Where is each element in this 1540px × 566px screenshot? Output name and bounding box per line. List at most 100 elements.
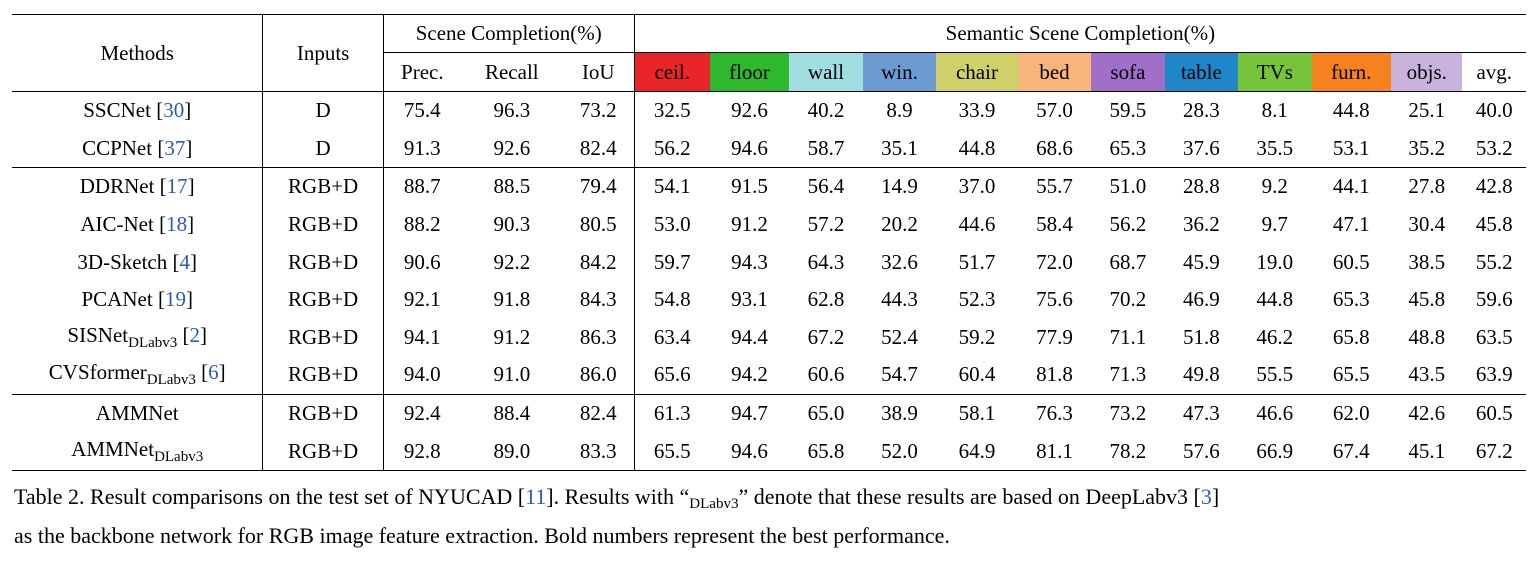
value-cell: 62.8 <box>807 287 845 312</box>
caption-ref-nyucad[interactable]: 11 <box>525 484 547 509</box>
value-cell: 60.5 <box>1332 249 1370 274</box>
value-cell: 51.8 <box>1182 324 1220 349</box>
value-cell: 8.9 <box>862 90 937 130</box>
value-cell: 63.4 <box>653 324 691 349</box>
value-cell: 72.0 <box>1036 249 1073 274</box>
value-cell: 38.9 <box>862 393 937 433</box>
header-class-objs: objs. <box>1391 52 1463 92</box>
value-cell: 47.3 <box>1164 393 1239 433</box>
value-cell: 9.2 <box>1238 167 1312 206</box>
table-row: SSCNet [30] D 75.4 96.3 73.2 32.5 92.6 40.2 8.9 3… <box>12 90 1526 130</box>
method-citation[interactable]: 4 <box>179 249 191 274</box>
value-cell: 44.8 <box>1311 90 1392 130</box>
method-name: CCPNet <box>82 135 153 160</box>
header-sc-recall: Recall <box>484 59 539 84</box>
value-cell: 8.1 <box>1238 90 1312 130</box>
results-table-container: Methods Inputs Scene Completion(%) Seman… <box>12 14 1526 471</box>
value-cell: 73.2 <box>562 90 635 130</box>
value-cell: 52.3 <box>958 287 996 312</box>
value-cell: 91.5 <box>709 167 790 206</box>
value-cell: 32.6 <box>881 249 918 274</box>
results-table: Methods Inputs Scene Completion(%) Seman… <box>12 14 1526 471</box>
value-cell: 58.7 <box>807 135 845 160</box>
table-caption: Table 2. Result comparisons on the test … <box>14 481 1534 552</box>
method-citation[interactable]: 30 <box>163 98 185 123</box>
value-cell: 92.8 <box>403 438 441 463</box>
value-cell: 62.0 <box>1311 393 1392 433</box>
value-cell: 61.3 <box>634 393 710 433</box>
value-cell: 55.2 <box>1475 249 1513 274</box>
value-cell: 28.8 <box>1164 167 1239 206</box>
header-class-chair: chair <box>936 52 1018 92</box>
value-cell: 88.7 <box>383 167 461 206</box>
value-cell: 65.3 <box>1332 287 1370 312</box>
value-cell: 64.9 <box>958 438 996 463</box>
table-row: DDRNet [17] RGB+D 88.7 88.5 79.4 54.1 91.5 56.4… <box>12 167 1526 206</box>
method-citation[interactable]: 6 <box>208 360 219 385</box>
value-cell: 30.4 <box>1408 212 1446 237</box>
method-name: AIC-Net <box>80 212 154 237</box>
table-row: CVSformerDLabv3 [6] RGB+D 94.0 91.0 86.0 65.6… <box>12 356 1526 395</box>
method-citation[interactable]: 37 <box>164 135 186 160</box>
input-cell: RGB+D <box>262 167 384 206</box>
table-row: AIC-Net [18] RGB+D 88.2 90.3 80.5 53.0 91.2 57.… <box>12 205 1526 244</box>
caption-text-3: ” denote that these results are based on… <box>738 484 1201 509</box>
value-cell: 65.0 <box>789 393 863 433</box>
method-citation[interactable]: 2 <box>189 322 201 347</box>
table-row: SISNetDLabv3 [2] RGB+D 94.1 91.2 86.3 63.4 94.… <box>12 318 1526 357</box>
header-class-bed: bed <box>1017 52 1092 92</box>
method-cell: CVSformerDLabv3 [6] <box>12 356 264 395</box>
value-cell: 83.3 <box>562 432 635 471</box>
method-cell: PCANet [19] <box>12 280 264 319</box>
value-cell: 89.0 <box>493 438 531 463</box>
value-cell: 54.1 <box>634 167 710 206</box>
value-cell: 86.0 <box>562 356 635 395</box>
value-cell: 33.9 <box>936 90 1018 130</box>
header-class-avg: avg. <box>1462 52 1526 92</box>
value-cell: 65.5 <box>653 438 691 463</box>
value-cell: 84.2 <box>562 243 635 281</box>
method-name: 3D-Sketch <box>77 249 168 274</box>
value-cell: 46.9 <box>1182 287 1220 312</box>
header-class-tvs: TVs <box>1238 52 1312 92</box>
value-cell: 45.1 <box>1408 438 1446 463</box>
value-cell: 91.8 <box>493 287 531 312</box>
value-cell: 36.2 <box>1182 212 1220 237</box>
method-citation[interactable]: 19 <box>164 287 186 312</box>
value-cell: 84.3 <box>562 280 635 319</box>
value-cell: 76.3 <box>1017 393 1092 433</box>
value-cell: 65.5 <box>1332 362 1370 387</box>
value-cell: 86.3 <box>562 318 635 357</box>
value-cell: 40.0 <box>1462 90 1526 130</box>
value-cell: 65.3 <box>1109 135 1147 160</box>
value-cell: 9.7 <box>1261 212 1288 237</box>
value-cell: 68.6 <box>1036 135 1073 160</box>
value-cell: 28.3 <box>1164 90 1239 130</box>
value-cell: 52.0 <box>881 438 918 463</box>
method-citation[interactable]: 18 <box>166 212 188 237</box>
method-name: AMMNet <box>95 401 179 426</box>
method-cell: SISNetDLabv3 [2] <box>12 318 264 357</box>
method-name: AMMNet <box>71 436 155 461</box>
method-name: CVSformer <box>48 360 147 385</box>
header-inputs: Inputs <box>262 14 384 92</box>
value-cell: 92.6 <box>709 90 790 130</box>
header-sc-prec: Prec. <box>401 59 444 84</box>
method-cell: AMMNetDLabv3 <box>12 432 264 471</box>
value-cell: 59.7 <box>653 249 691 274</box>
value-cell: 46.2 <box>1256 324 1294 349</box>
input-cell: RGB+D <box>262 356 384 395</box>
subheader-row: Prec. Recall IoU ceil. floor wall win. chair bed… <box>12 52 1526 92</box>
value-cell: 94.6 <box>731 135 768 160</box>
table-row: PCANet [19] RGB+D 92.1 91.8 84.3 54.8 93.1 62.8… <box>12 280 1526 319</box>
method-citation[interactable]: 17 <box>166 174 188 199</box>
value-cell: 93.1 <box>731 287 768 312</box>
header-sc-iou: IoU <box>562 52 635 92</box>
value-cell: 14.9 <box>862 167 937 206</box>
value-cell: 45.8 <box>1475 212 1513 237</box>
caption-ref-deeplab[interactable]: 3 <box>1200 484 1212 509</box>
value-cell: 94.0 <box>403 362 441 387</box>
value-cell: 67.4 <box>1332 438 1370 463</box>
input-cell: D <box>262 129 384 168</box>
value-cell: 75.6 <box>1036 287 1073 312</box>
